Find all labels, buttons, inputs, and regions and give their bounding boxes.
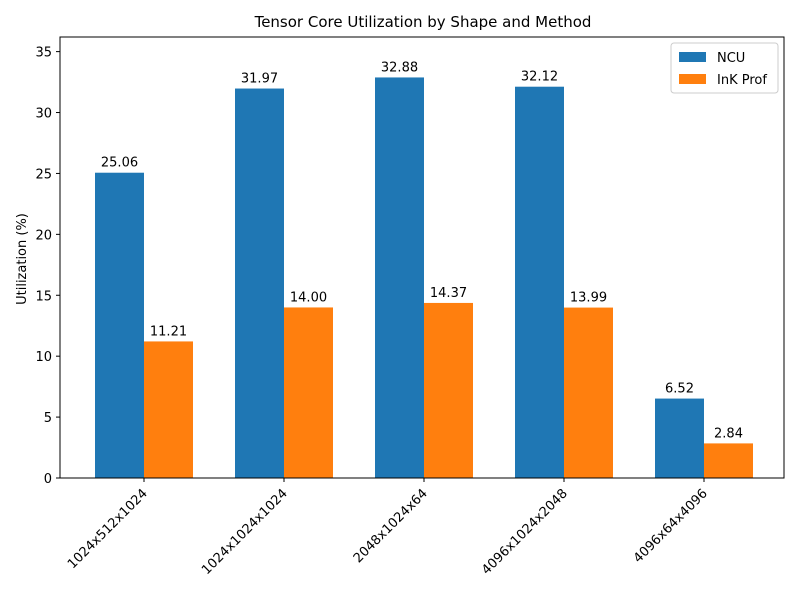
bar-ncu-2 <box>375 77 424 478</box>
legend-swatch-ncu <box>679 52 706 62</box>
legend-label-ink-prof: InK Prof <box>717 73 767 88</box>
y-tick-label: 20 <box>35 228 52 243</box>
bar-ncu-1 <box>235 88 284 478</box>
value-label-ncu-3: 32.12 <box>521 70 558 85</box>
legend-swatch-ink-prof <box>679 74 706 84</box>
y-tick-label: 25 <box>35 167 52 182</box>
bar-ncu-0 <box>95 172 144 478</box>
plot-area: 25.06 31.97 32.88 32.12 6.52 11.21 14.00 14.37 1… <box>35 36 785 578</box>
value-label-ncu-0: 25.06 <box>101 156 138 171</box>
x-tick-label: 4096x64x4096 <box>631 486 711 566</box>
y-tick-label: 5 <box>44 411 52 426</box>
value-label-ink-prof-0: 11.21 <box>150 324 187 339</box>
legend-label-ncu: NCU <box>717 51 745 66</box>
value-label-ncu-1: 31.97 <box>241 72 278 87</box>
bar-ncu-4 <box>655 398 704 478</box>
x-tick-label: 2048x1024x64 <box>351 486 431 566</box>
y-tick-label: 15 <box>35 289 52 304</box>
bar-ink-prof-3 <box>564 307 613 478</box>
y-tick-label: 0 <box>44 472 52 487</box>
value-label-ink-prof-4: 2.84 <box>714 426 743 441</box>
value-label-ink-prof-1: 14.00 <box>290 290 327 305</box>
legend: NCU InK Prof <box>670 42 779 94</box>
x-tick-label: 1024x512x1024 <box>65 486 151 572</box>
x-tick-label: 4096x1024x2048 <box>479 486 571 578</box>
y-axis-label: Utilization (%) <box>15 213 30 305</box>
bar-ink-prof-4 <box>704 443 753 478</box>
bar-ink-prof-1 <box>284 307 333 478</box>
bar-ink-prof-0 <box>144 341 193 478</box>
value-label-ink-prof-3: 13.99 <box>570 291 607 306</box>
y-tick-label: 10 <box>35 350 52 365</box>
value-label-ncu-2: 32.88 <box>381 60 418 75</box>
y-tick-label: 30 <box>35 107 52 122</box>
bar-ncu-3 <box>515 86 564 479</box>
x-tick-label: 1024x1024x1024 <box>199 486 291 578</box>
y-tick-label: 35 <box>35 46 52 61</box>
chart-title: Tensor Core Utilization by Shape and Met… <box>254 13 592 31</box>
bar-ink-prof-2 <box>424 302 473 478</box>
value-label-ncu-4: 6.52 <box>665 382 694 397</box>
plot-frame <box>59 36 785 479</box>
value-label-ink-prof-2: 14.37 <box>430 286 467 301</box>
